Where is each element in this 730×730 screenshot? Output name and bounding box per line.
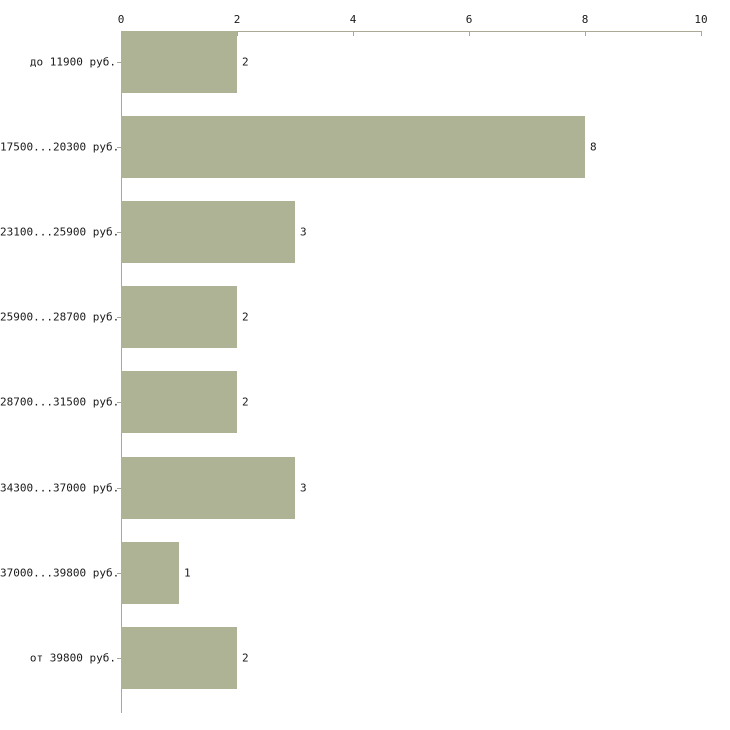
y-tick-mark: [117, 232, 122, 233]
x-tick-mark: [468, 31, 470, 36]
bar: [121, 201, 295, 264]
x-tick-label: 2: [233, 13, 241, 26]
category-label: от 39800 руб.: [29, 651, 116, 665]
y-tick-mark: [117, 317, 122, 318]
bar-value-label: 2: [242, 395, 249, 409]
bar-value-label: 2: [242, 55, 249, 69]
bar-value-label: 3: [300, 225, 307, 239]
category-label: 37000...39800 руб.: [0, 566, 120, 580]
x-tick-label: 0: [117, 13, 125, 26]
x-tick-label: 4: [349, 13, 357, 26]
x-tick-label: 8: [581, 13, 589, 26]
category-label: 23100...25900 руб.: [0, 225, 120, 239]
bar-value-label: 2: [242, 651, 249, 665]
x-tick-label: 6: [465, 13, 473, 26]
x-tick-mark: [352, 31, 354, 36]
bar: [121, 371, 237, 434]
y-tick-mark: [117, 402, 122, 403]
x-tick-mark: [700, 31, 702, 36]
y-tick-mark: [117, 62, 122, 63]
bar: [121, 286, 237, 349]
x-tick-mark: [584, 31, 586, 36]
y-tick-mark: [117, 488, 122, 489]
y-tick-mark: [117, 573, 122, 574]
bar: [121, 31, 237, 93]
y-tick-mark: [117, 147, 122, 148]
category-label: 34300...37000 руб.: [0, 481, 120, 494]
bar: [121, 116, 585, 179]
category-label: 25900...28700 руб.: [0, 310, 120, 324]
x-axis-line: [121, 31, 701, 32]
bar: [121, 626, 237, 689]
y-tick-mark: [117, 658, 122, 659]
x-tick-label: 10: [694, 13, 708, 26]
bar: [121, 541, 179, 604]
bar-value-label: 2: [242, 310, 249, 324]
x-tick-mark: [236, 31, 238, 36]
category-label: 17500...20300 руб.: [0, 140, 120, 154]
bar: [121, 456, 295, 519]
bar-value-label: 8: [590, 140, 597, 154]
bar-value-label: 1: [184, 566, 191, 580]
category-label: до 11900 руб.: [29, 55, 116, 69]
category-label: 28700...31500 руб.: [0, 395, 120, 409]
bar-value-label: 3: [300, 481, 307, 494]
